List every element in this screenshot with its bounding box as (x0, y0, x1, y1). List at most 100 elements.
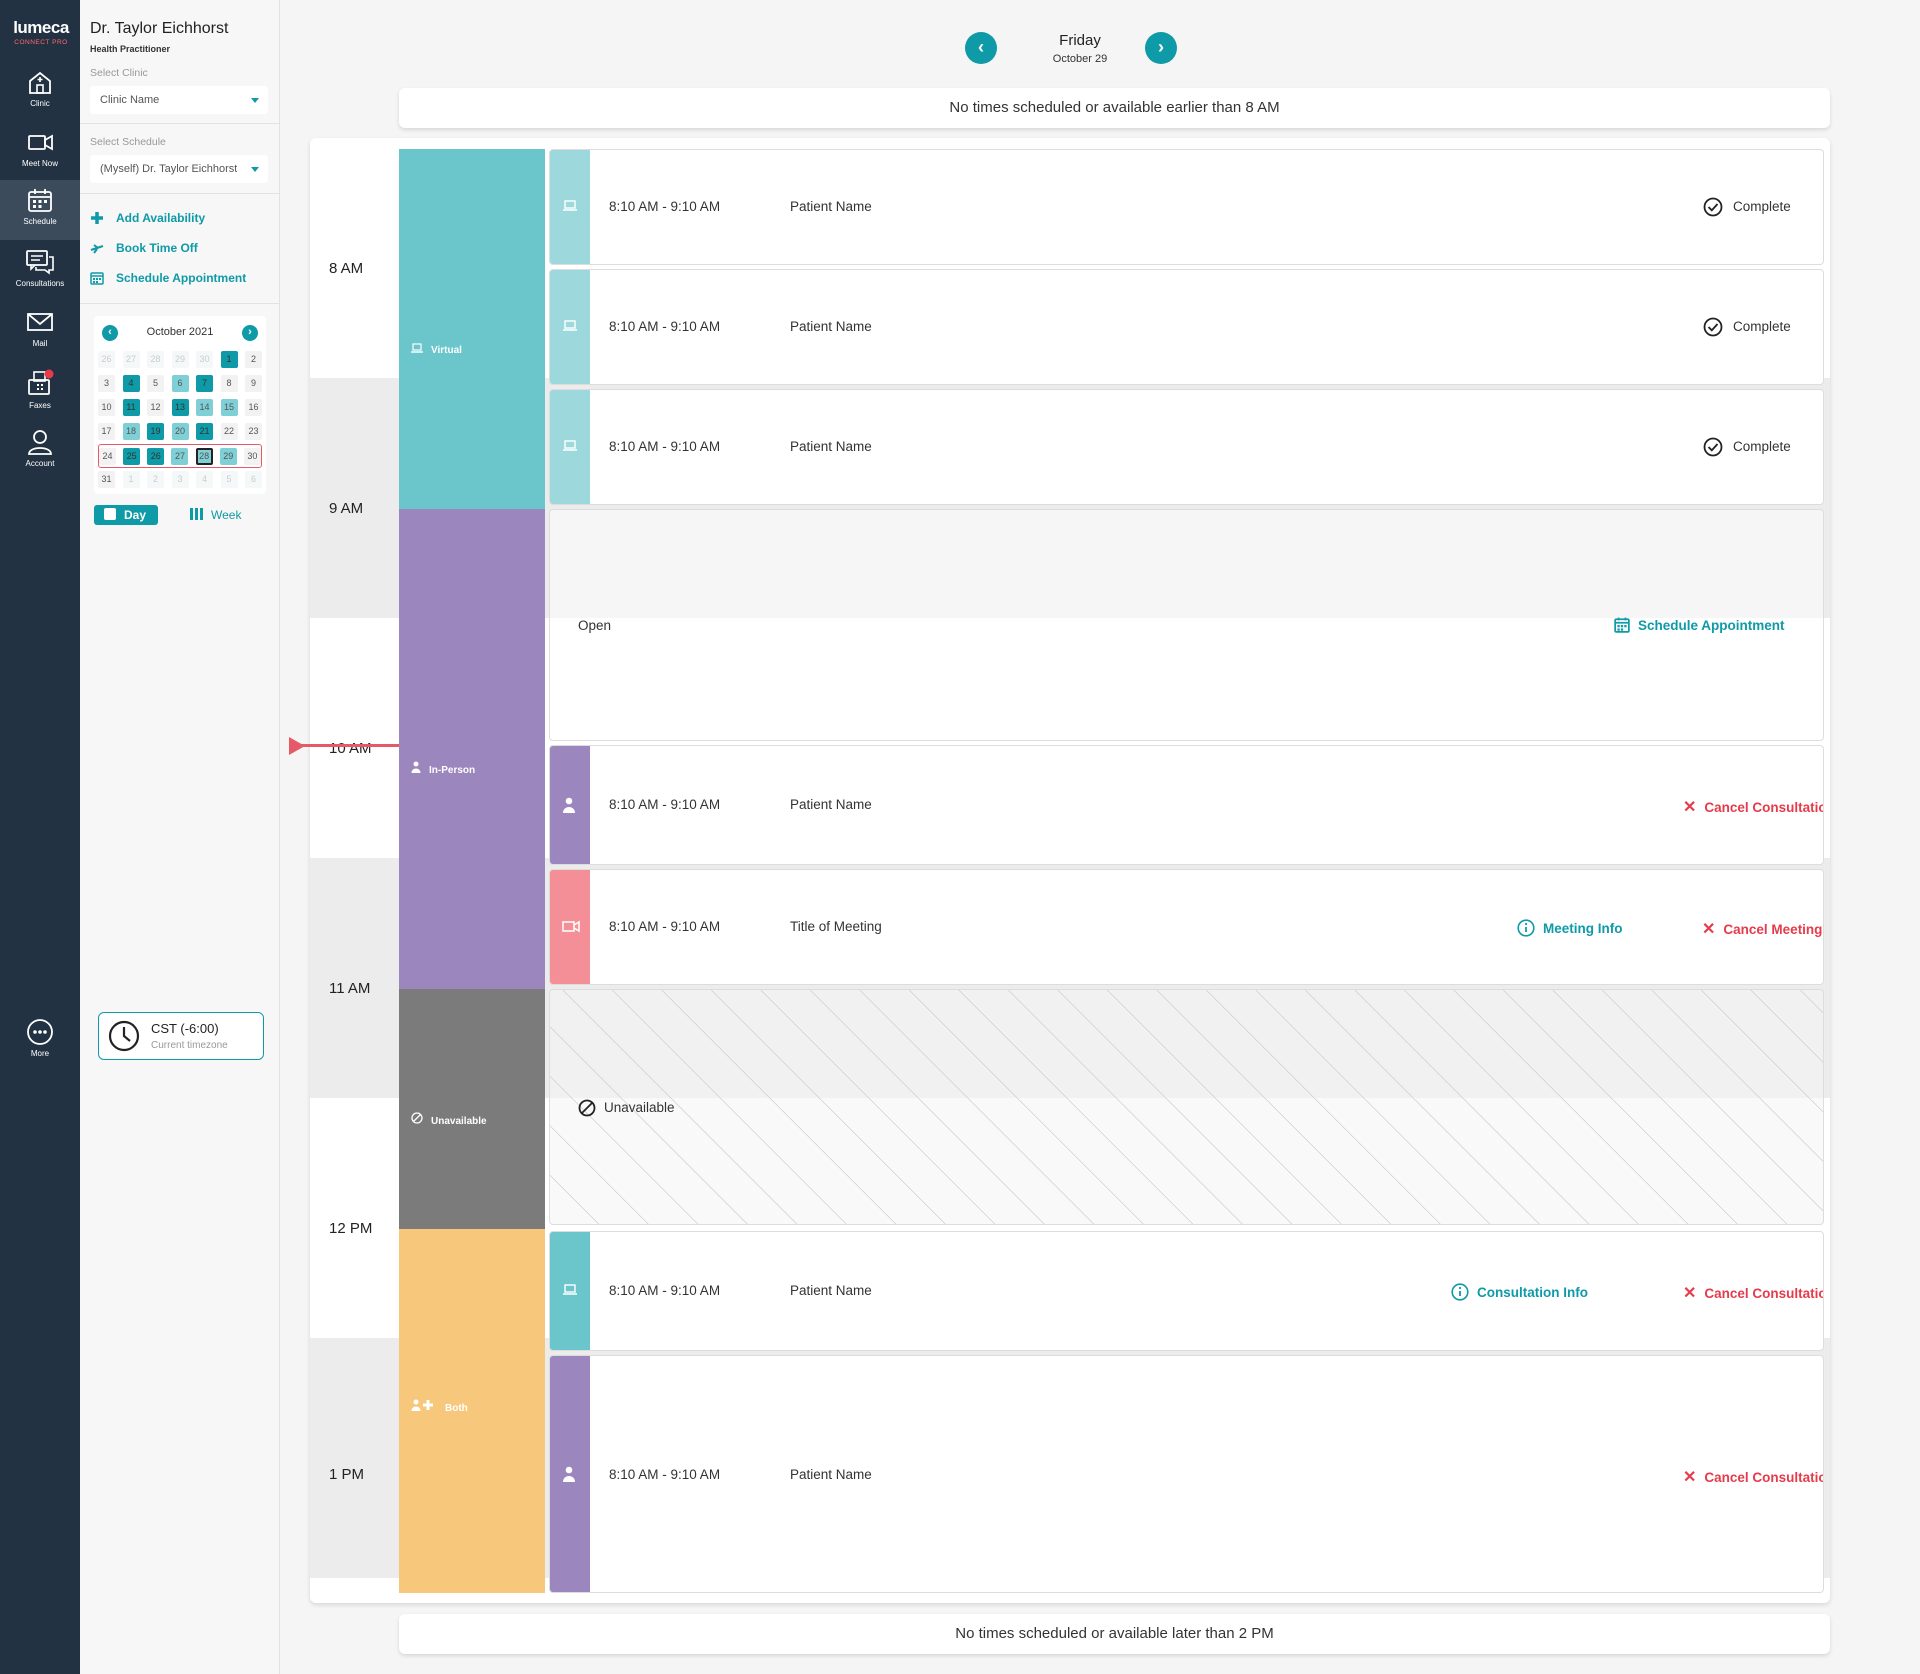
calendar-day[interactable]: 5 (220, 471, 238, 488)
schedule-appointment-label: Schedule Appointment (116, 271, 247, 285)
day-view-toggle[interactable]: Day (94, 505, 158, 525)
calendar-day[interactable]: 20 (171, 423, 189, 440)
schedule-appointment-button[interactable]: Schedule Appointment (90, 268, 246, 288)
calendar-day[interactable]: 19 (147, 423, 164, 440)
calendar-day[interactable]: 6 (171, 375, 189, 392)
cancel-consultation-button[interactable]: ✕ Cancel Consultation (1683, 797, 1823, 817)
appointment-card[interactable]: 8:10 AM - 9:10 AM Patient Name ✕ Cancel C… (549, 1355, 1824, 1593)
rail-label: Account (25, 459, 55, 468)
calendar-day[interactable]: 14 (196, 399, 213, 416)
clinic-icon (29, 71, 51, 94)
schedule-select[interactable]: (Myself) Dr. Taylor Eichhorst (90, 155, 268, 183)
calendar-day[interactable]: 4 (122, 375, 140, 392)
next-day-button[interactable]: › (1145, 32, 1177, 64)
timezone-box[interactable]: CST (-6:00) Current timezone (98, 1012, 264, 1060)
calendar-day[interactable]: 12 (147, 399, 164, 416)
appointment-card[interactable]: 8:10 AM - 9:10 AM Patient Name Complete (549, 149, 1824, 265)
calendar-day[interactable]: 31 (98, 471, 115, 488)
rail-item-mail[interactable]: Mail (0, 302, 80, 360)
schedule-appointment-link[interactable]: Schedule Appointment (1614, 617, 1785, 633)
calendar-day[interactable]: 28 (147, 351, 164, 368)
unavailable-icon (578, 1099, 596, 1117)
week-view-toggle[interactable]: Week (188, 505, 254, 525)
consultation-info-button[interactable]: Consultation Info (1451, 1283, 1588, 1301)
laptop-icon (563, 440, 577, 451)
rail-item-faxes[interactable]: Faxes (0, 362, 80, 420)
calendar-day[interactable]: 6 (245, 471, 262, 488)
calendar-day[interactable]: 22 (220, 423, 238, 440)
calendar-day[interactable]: 29 (171, 351, 189, 368)
availability-block-both[interactable]: Both (399, 1229, 545, 1593)
calendar-day[interactable]: 3 (98, 375, 115, 392)
rail-item-meet-now[interactable]: Meet Now (0, 122, 80, 180)
prev-day-button[interactable]: ‹ (965, 32, 997, 64)
info-icon (1451, 1283, 1469, 1301)
calendar-day[interactable]: 7 (196, 375, 213, 392)
calendar-next-button[interactable]: › (242, 325, 258, 341)
calendar-day[interactable]: 1 (220, 351, 238, 368)
calendar-icon (1614, 617, 1630, 633)
clinic-select[interactable]: Clinic Name (90, 86, 268, 114)
calendar-day[interactable]: 21 (196, 423, 213, 440)
calendar-day[interactable]: 27 (171, 448, 189, 465)
rail-item-consultations[interactable]: Consultations (0, 242, 80, 300)
appointment-card[interactable]: 8:10 AM - 9:10 AM Patient Name Consultat… (549, 1231, 1824, 1351)
calendar-day-selected[interactable]: 28 (195, 448, 213, 465)
patient-name: Patient Name (790, 199, 872, 214)
add-availability-button[interactable]: Add Availability (90, 208, 205, 228)
rail-label: Clinic (30, 99, 50, 108)
rail-item-clinic[interactable]: Clinic (0, 62, 80, 120)
calendar-day[interactable]: 11 (122, 399, 140, 416)
open-slot-card[interactable]: Open Schedule Appointment (549, 509, 1824, 741)
appointment-type-strip (550, 390, 590, 504)
calendar-day[interactable]: 2 (147, 471, 164, 488)
mail-icon (27, 313, 53, 331)
calendar-day[interactable]: 17 (98, 423, 115, 440)
rail-item-schedule[interactable]: Schedule (0, 180, 80, 240)
calendar-day[interactable]: 13 (171, 399, 189, 416)
calendar-day[interactable]: 8 (220, 375, 238, 392)
calendar-day[interactable]: 16 (245, 399, 262, 416)
calendar-day[interactable]: 27 (122, 351, 140, 368)
calendar-day[interactable]: 1 (122, 471, 140, 488)
calendar-day[interactable]: 3 (171, 471, 189, 488)
calendar-day[interactable]: 26 (147, 448, 165, 465)
calendar-day[interactable]: 4 (196, 471, 213, 488)
patient-name: Patient Name (790, 319, 872, 334)
cancel-meeting-button[interactable]: ✕ Cancel Meeting (1702, 919, 1822, 939)
calendar-day[interactable]: 26 (98, 351, 115, 368)
calendar-day[interactable]: 9 (245, 375, 262, 392)
calendar-day[interactable]: 30 (243, 448, 261, 465)
availability-block-virtual[interactable]: Virtual (399, 149, 545, 509)
calendar-prev-button[interactable]: ‹ (102, 325, 118, 341)
calendar-day[interactable]: 24 (99, 448, 116, 465)
calendar-day[interactable]: 2 (245, 351, 262, 368)
availability-block-unavailable[interactable]: Unavailable (399, 989, 545, 1229)
availability-label-text: Both (445, 1403, 468, 1414)
appointment-status: Complete (1733, 199, 1791, 214)
current-time-line (289, 744, 399, 747)
calendar-day[interactable]: 5 (147, 375, 164, 392)
availability-block-in-person[interactable]: In-Person (399, 509, 545, 989)
meeting-card[interactable]: 8:10 AM - 9:10 AM Title of Meeting Meeti… (549, 869, 1824, 985)
appointment-card[interactable]: 8:10 AM - 9:10 AM Patient Name ✕ Cancel C… (549, 745, 1824, 865)
book-time-off-button[interactable]: Book Time Off (90, 238, 198, 258)
calendar-day[interactable]: 29 (219, 448, 237, 465)
laptop-icon (411, 343, 423, 353)
cancel-consultation-button[interactable]: ✕ Cancel Consultation (1683, 1467, 1823, 1487)
calendar-day[interactable]: 25 (123, 448, 141, 465)
cancel-consultation-button[interactable]: ✕ Cancel Consultation (1683, 1283, 1823, 1303)
calendar-day[interactable]: 23 (245, 423, 262, 440)
calendar-day[interactable]: 10 (98, 399, 115, 416)
appointment-card[interactable]: 8:10 AM - 9:10 AM Patient Name Complete (549, 389, 1824, 505)
rail-item-account[interactable]: Account (0, 422, 80, 480)
calendar-day[interactable]: 15 (220, 399, 238, 416)
doctor-name: Dr. Taylor Eichhorst (90, 20, 229, 37)
calendar-day[interactable]: 30 (196, 351, 213, 368)
day-date: October 29 (1052, 53, 1108, 65)
rail-item-more[interactable]: More (0, 1012, 80, 1070)
meeting-info-button[interactable]: Meeting Info (1517, 919, 1623, 937)
calendar-day[interactable]: 18 (122, 423, 140, 440)
appointment-card[interactable]: 8:10 AM - 9:10 AM Patient Name Complete (549, 269, 1824, 385)
